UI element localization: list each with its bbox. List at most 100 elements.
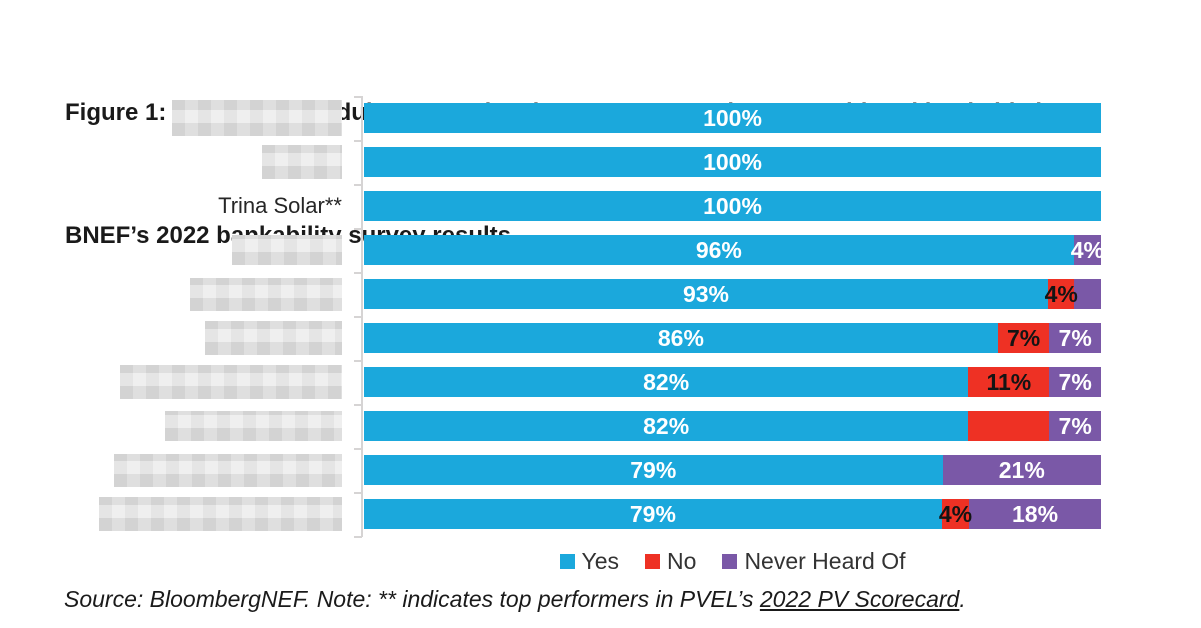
scorecard-link[interactable]: 2022 PV Scorecard: [759, 586, 960, 612]
redacted-company-name: [114, 453, 342, 487]
category-axis-line: [361, 96, 363, 537]
segment-yes: 82%: [364, 367, 969, 397]
segment-value-label: 100%: [703, 193, 762, 219]
segment-never-heard-of: 7%: [1049, 367, 1101, 397]
category-label-row-6: [0, 316, 346, 360]
legend-swatch-never-heard-of: [722, 553, 738, 569]
segment-value-label: 86%: [657, 325, 704, 351]
segment-value-label: 100%: [703, 149, 762, 175]
axis-tick: [354, 492, 362, 494]
segment-no: 7%: [997, 323, 1050, 353]
segment-never-heard-of: 18%: [969, 499, 1101, 529]
legend-swatch-no: [645, 553, 661, 569]
segment-value-label: 18%: [1012, 501, 1059, 527]
category-label-row-7: [0, 360, 346, 404]
segment-yes: 82%: [364, 411, 969, 441]
legend: Yes No Never Heard Of: [364, 548, 1101, 574]
segment-never-heard-of: 7%: [1049, 323, 1101, 353]
redacted-company-name: [205, 321, 342, 355]
segment-value-label: 79%: [629, 501, 676, 527]
segment-no: 11%: [968, 367, 1050, 397]
category-label-row-9: [0, 448, 346, 492]
segment-yes: 79%: [364, 499, 942, 529]
segment-value-label: 79%: [630, 457, 677, 483]
category-label-row-3: Trina Solar**: [0, 184, 346, 228]
segment-value-label: 7%: [1006, 325, 1041, 351]
source-text-end: .: [959, 586, 966, 612]
segment-yes: 100%: [364, 191, 1101, 221]
segment-yes: 100%: [364, 103, 1101, 133]
category-label-row-2: [0, 140, 346, 184]
category-label-row-10: [0, 492, 346, 536]
segment-value-label: 7%: [1058, 413, 1092, 439]
bar-row-5: 93% 4%: [364, 279, 1101, 309]
legend-item-no: No: [645, 548, 696, 575]
axis-tick: [354, 360, 362, 362]
source-note: Source: BloombergNEF. Note: ** indicates…: [64, 586, 1164, 613]
axis-tick: [354, 228, 362, 230]
bar-row-6: 86% 7% 7%: [364, 323, 1101, 353]
bar-row-9: 79% 21%: [364, 455, 1101, 485]
segment-never-heard-of: 7%: [1049, 411, 1101, 441]
axis-tick: [354, 316, 362, 318]
redacted-company-name: [120, 365, 342, 399]
redacted-company-name: [232, 235, 342, 265]
segment-no: [968, 411, 1050, 441]
legend-label-never-heard-of: Never Heard Of: [744, 547, 906, 574]
segment-yes: 96%: [364, 235, 1074, 265]
bar-row-4: 96% 4%: [364, 235, 1104, 265]
category-label-row-1: [0, 96, 346, 140]
segment-value-label: 11%: [986, 369, 1032, 395]
axis-tick: [354, 536, 362, 538]
axis-tick: [354, 272, 362, 274]
segment-value-label: 7%: [1058, 325, 1092, 351]
axis-tick: [354, 404, 362, 406]
redacted-company-name: [262, 145, 342, 179]
segment-value-label: 21%: [998, 457, 1045, 483]
segment-yes: 100%: [364, 147, 1101, 177]
segment-value-label: 82%: [643, 413, 690, 439]
segment-value-label: 4%: [1070, 237, 1104, 263]
segment-value-label: 4%: [938, 501, 973, 527]
segment-no: 4%: [938, 499, 973, 529]
bar-row-3: 100%: [364, 191, 1101, 221]
legend-swatch-yes: [559, 553, 575, 569]
redacted-company-name: [190, 277, 342, 311]
category-labels: Trina Solar**: [0, 96, 346, 536]
bar-row-8: 82% 7%: [364, 411, 1101, 441]
axis-tick: [354, 140, 362, 142]
source-text: Source: BloombergNEF. Note: ** indicates…: [64, 586, 760, 612]
segment-value-label: 82%: [643, 369, 690, 395]
legend-item-yes: Yes: [559, 547, 620, 575]
segment-value-label: 7%: [1058, 369, 1092, 395]
legend-label-yes: Yes: [581, 547, 620, 574]
segment-value-label: 93%: [682, 281, 729, 307]
segment-value-label: 100%: [703, 105, 762, 131]
segment-never-heard-of: 4%: [1070, 235, 1104, 265]
segment-yes: 86%: [364, 323, 998, 353]
segment-never-heard-of: 21%: [942, 455, 1101, 485]
category-label-row-4: [0, 228, 346, 272]
axis-tick: [354, 96, 362, 98]
bar-row-2: 100%: [364, 147, 1101, 177]
category-label-trina-solar-: Trina Solar**: [218, 193, 342, 218]
segment-never-heard-of: [1074, 279, 1101, 309]
legend-item-never-heard-of: Never Heard Of: [722, 547, 906, 575]
bar-row-1: 100%: [364, 103, 1101, 133]
redacted-company-name: [165, 411, 342, 441]
segment-no: 4%: [1044, 279, 1078, 309]
axis-tick: [354, 448, 362, 450]
category-label-row-5: [0, 272, 346, 316]
segment-yes: 79%: [364, 455, 943, 485]
segment-value-label: 96%: [695, 237, 742, 263]
stacked-bar-chart: 100% 100% 100% 96% 4% 93% 4% 86% 7% 7% 82% 11% 7% 82%…: [364, 96, 1104, 536]
segment-value-label: 4%: [1044, 281, 1078, 307]
redacted-company-name: [172, 100, 342, 136]
bar-row-10: 79% 4% 18%: [364, 499, 1101, 529]
segment-yes: 93%: [364, 279, 1048, 309]
redacted-company-name: [99, 497, 342, 531]
axis-tick: [354, 184, 362, 186]
bar-row-7: 82% 11% 7%: [364, 367, 1101, 397]
legend-label-no: No: [667, 547, 697, 574]
category-label-row-8: [0, 404, 346, 448]
